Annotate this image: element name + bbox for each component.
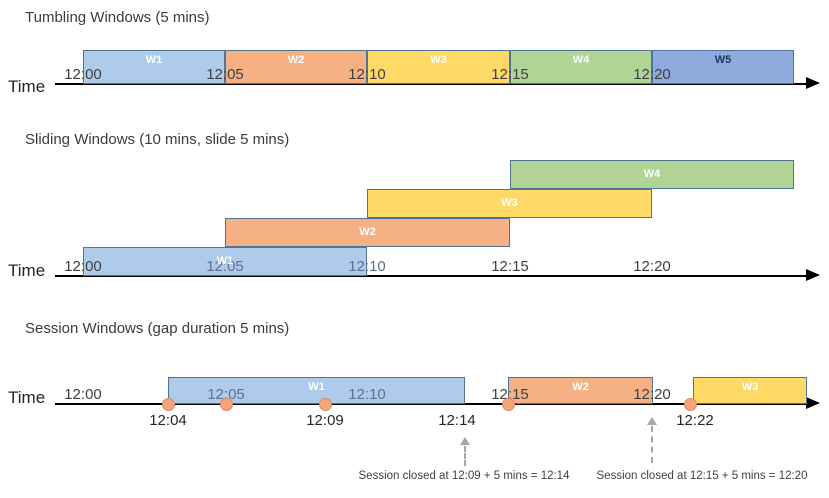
annotation-arrow-up-icon <box>647 417 657 425</box>
time-tick-label: 12:20 <box>633 66 671 83</box>
event-dot <box>683 397 697 411</box>
time-tick-label: 12:15 <box>491 258 529 275</box>
session-closed-note: Session closed at 12:15 + 5 mins = 12:20 <box>596 470 808 482</box>
event-dot <box>219 397 233 411</box>
time-axis-line <box>55 83 806 85</box>
event-dot <box>161 397 175 411</box>
time-tick-label: 12:05 <box>206 258 244 275</box>
window-label: W1 <box>308 381 325 393</box>
window-box-w1 <box>168 377 465 404</box>
time-tick-label: 12:10 <box>348 386 386 403</box>
diagram-title: Sliding Windows (10 mins, slide 5 mins) <box>25 131 290 148</box>
time-tick-label: 12:20 <box>633 258 671 275</box>
time-tick-label: 12:15 <box>491 386 529 403</box>
window-label: W3 <box>430 54 447 66</box>
window-box-w2 <box>508 377 653 404</box>
time-axis-arrowhead-icon <box>806 77 820 89</box>
window-box-w4 <box>510 160 794 189</box>
time-axis-label: Time <box>8 388 46 407</box>
window-box-w2 <box>225 218 510 247</box>
time-tick-label: 12:20 <box>633 386 671 403</box>
window-box-w3 <box>693 377 807 404</box>
session-closed-note: Session closed at 12:09 + 5 mins = 12:14 <box>358 470 570 482</box>
event-time-label: 12:09 <box>306 412 344 429</box>
window-label: W3 <box>501 196 518 209</box>
time-tick-label: 12:05 <box>207 386 245 403</box>
window-box-w2 <box>225 50 367 84</box>
annotation-arrow-up-icon <box>460 437 470 445</box>
event-dot <box>318 397 332 411</box>
window-label: W1 <box>145 54 163 66</box>
time-axis-line <box>55 403 806 405</box>
event-time-label: 12:22 <box>676 412 714 429</box>
time-tick-label: 12:10 <box>348 66 386 83</box>
window-label: W3 <box>741 381 759 393</box>
time-tick-label: 12:10 <box>348 258 386 275</box>
time-tick-label: 12:05 <box>206 66 244 83</box>
time-axis-arrowhead-icon <box>806 269 820 281</box>
window-box-w4 <box>510 50 652 84</box>
window-label: W5 <box>714 54 732 66</box>
window-label: W4 <box>643 167 661 180</box>
window-label: W4 <box>572 54 590 66</box>
window-box-w3 <box>367 189 652 218</box>
window-box-w5 <box>652 50 794 84</box>
time-axis-arrowhead-icon <box>806 397 820 409</box>
event-dot <box>501 397 515 411</box>
diagram-title: Session Windows (gap duration 5 mins) <box>25 320 290 337</box>
window-label: W2 <box>359 225 376 238</box>
time-axis-label: Time <box>8 77 46 96</box>
annotation-arrow-line <box>651 426 653 463</box>
annotation-arrow-line <box>464 446 466 466</box>
event-time-label: 12:14 <box>438 412 476 429</box>
window-box-w1 <box>83 247 367 276</box>
window-box-w1 <box>83 50 225 84</box>
time-axis-line <box>55 275 806 277</box>
event-time-label: 12:04 <box>149 412 187 429</box>
time-tick-label: 12:00 <box>64 258 102 275</box>
diagram-title: Tumbling Windows (5 mins) <box>25 9 210 26</box>
time-tick-label: 12:00 <box>64 386 102 403</box>
window-label: W1 <box>216 254 234 267</box>
time-tick-label: 12:00 <box>64 66 102 83</box>
time-tick-label: 12:15 <box>491 66 529 83</box>
window-label: W2 <box>572 381 589 393</box>
window-box-w3 <box>367 50 510 84</box>
window-label: W2 <box>287 54 305 66</box>
time-axis-label: Time <box>8 261 46 280</box>
